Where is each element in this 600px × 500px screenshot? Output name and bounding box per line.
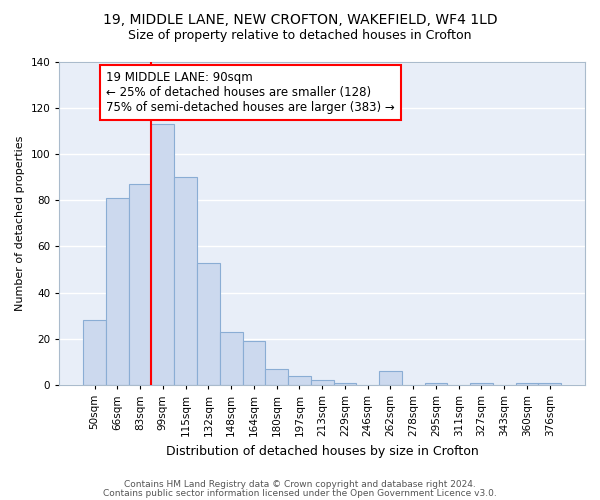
Bar	[265, 369, 288, 385]
X-axis label: Distribution of detached houses by size in Crofton: Distribution of detached houses by size …	[166, 444, 479, 458]
Text: 19 MIDDLE LANE: 90sqm
← 25% of detached houses are smaller (128)
75% of semi-det: 19 MIDDLE LANE: 90sqm ← 25% of detached …	[106, 70, 395, 114]
Bar	[334, 382, 356, 385]
Bar	[470, 382, 493, 385]
Text: Size of property relative to detached houses in Crofton: Size of property relative to detached ho…	[128, 29, 472, 42]
Text: Contains public sector information licensed under the Open Government Licence v3: Contains public sector information licen…	[103, 488, 497, 498]
Bar	[379, 371, 402, 385]
Bar	[515, 382, 538, 385]
Bar	[538, 382, 561, 385]
Bar	[129, 184, 151, 385]
Bar	[311, 380, 334, 385]
Bar	[83, 320, 106, 385]
Bar	[425, 382, 448, 385]
Bar	[174, 177, 197, 385]
Text: Contains HM Land Registry data © Crown copyright and database right 2024.: Contains HM Land Registry data © Crown c…	[124, 480, 476, 489]
Bar	[197, 262, 220, 385]
Bar	[242, 341, 265, 385]
Bar	[288, 376, 311, 385]
Y-axis label: Number of detached properties: Number of detached properties	[15, 136, 25, 311]
Bar	[220, 332, 242, 385]
Text: 19, MIDDLE LANE, NEW CROFTON, WAKEFIELD, WF4 1LD: 19, MIDDLE LANE, NEW CROFTON, WAKEFIELD,…	[103, 12, 497, 26]
Bar	[151, 124, 174, 385]
Bar	[106, 198, 129, 385]
